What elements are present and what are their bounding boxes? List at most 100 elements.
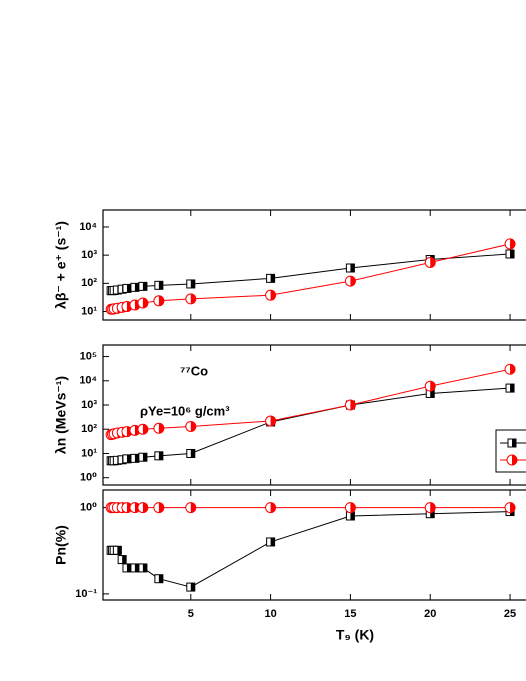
- data-point: [185, 293, 197, 305]
- marker-fill: [430, 257, 436, 268]
- plot-frame: [102, 489, 526, 601]
- marker-fill: [134, 563, 139, 572]
- data-point: [137, 297, 149, 309]
- marker-fill: [270, 274, 275, 283]
- data-point: [138, 281, 148, 291]
- data-point: [424, 256, 436, 268]
- x-tick-label: 20: [424, 608, 436, 620]
- marker-fill: [270, 415, 276, 426]
- data-point: [117, 555, 127, 565]
- x-axis-label: T₉ (K): [336, 627, 374, 643]
- data-point: [345, 511, 355, 521]
- data-point: [130, 563, 140, 573]
- data-point: [185, 420, 197, 432]
- marker-fill: [190, 583, 195, 592]
- x-tick-label: 5: [188, 608, 194, 620]
- marker-fill: [430, 389, 435, 398]
- data-point: [185, 502, 197, 514]
- y-tick-label: 10⁵: [80, 350, 97, 362]
- data-point: [424, 502, 436, 514]
- marker-fill: [142, 282, 147, 291]
- data-point: [154, 451, 164, 461]
- y-tick-label: 10⁻¹: [75, 588, 97, 600]
- y-tick-label: 10¹: [81, 305, 97, 317]
- y-tick-label: 10⁴: [79, 221, 97, 233]
- marker-fill: [510, 238, 516, 249]
- data-point: [505, 383, 515, 393]
- marker-fill: [142, 424, 148, 435]
- data-point: [344, 399, 356, 411]
- data-point: [153, 502, 165, 514]
- marker-fill: [510, 502, 516, 513]
- y-tick-label: 10⁰: [80, 472, 97, 484]
- data-point: [130, 282, 140, 292]
- data-point: [122, 283, 132, 293]
- marker-fill: [142, 563, 147, 572]
- marker-fill: [430, 509, 435, 518]
- data-point: [265, 289, 277, 301]
- marker-fill: [430, 502, 436, 513]
- x-tick-label: 10: [264, 608, 276, 620]
- marker-fill: [126, 454, 131, 463]
- marker-fill: [142, 298, 148, 309]
- marker-fill: [126, 563, 131, 572]
- marker-fill: [158, 423, 164, 434]
- data-point: [504, 363, 516, 375]
- marker-fill: [158, 451, 163, 460]
- marker-fill: [350, 263, 355, 272]
- data-point: [137, 502, 149, 514]
- data-point: [344, 275, 356, 287]
- data-point: [122, 563, 132, 573]
- data-point: [154, 280, 164, 290]
- data-point: [121, 301, 133, 313]
- marker-fill: [350, 400, 356, 411]
- data-point: [186, 448, 196, 458]
- marker-fill: [350, 511, 355, 520]
- annotation: ⁷⁷Co: [180, 363, 208, 378]
- data-point: [138, 452, 148, 462]
- marker-fill: [122, 555, 127, 564]
- marker-fill: [126, 284, 131, 293]
- data-point: [122, 454, 132, 464]
- plot-frame: [102, 209, 526, 321]
- data-point: [138, 563, 148, 573]
- marker-fill: [158, 502, 164, 513]
- data-point: [130, 453, 140, 463]
- marker-fill: [350, 502, 356, 513]
- y-tick-label: 10³: [81, 249, 97, 261]
- panel: 10¹ 10² 10³ 10⁴ λβ⁻ + e⁺ (s⁻¹): [53, 209, 526, 321]
- legend-marker: [512, 439, 516, 447]
- marker-fill: [134, 283, 139, 292]
- x-tick-label: 15: [344, 608, 356, 620]
- series-line: [111, 253, 511, 292]
- data-point: [265, 415, 277, 427]
- series-line: [111, 387, 511, 462]
- marker-fill: [190, 279, 195, 288]
- marker-fill: [190, 502, 196, 513]
- data-point: [344, 502, 356, 514]
- y-tick-label: 10⁰: [80, 502, 97, 514]
- series-line: [111, 511, 511, 588]
- marker-fill: [190, 421, 196, 432]
- annotation: ρYe=10⁶ g/cm³: [140, 403, 230, 418]
- marker-fill: [142, 453, 147, 462]
- marker-fill: [190, 449, 195, 458]
- data-point: [505, 249, 515, 259]
- data-point: [186, 279, 196, 289]
- marker-fill: [117, 546, 122, 555]
- marker-fill: [510, 364, 516, 375]
- plot-frame: [102, 344, 526, 486]
- panel: 10⁰ 10¹ 10² 10³ 10⁴ 10⁵ λn (MeVs⁻¹) ⁷⁷Co ρYe=10⁶…: [53, 344, 526, 486]
- data-point: [186, 582, 196, 592]
- data-point: [153, 422, 165, 434]
- data-point: [137, 423, 149, 435]
- y-tick-label: 10⁴: [79, 375, 97, 387]
- marker-fill: [350, 276, 356, 287]
- data-point: [265, 502, 277, 514]
- x-tick-label: 25: [504, 608, 516, 620]
- marker-fill: [430, 381, 436, 392]
- marker-fill: [270, 290, 276, 301]
- marker-fill: [510, 249, 515, 258]
- legend-marker: [512, 455, 517, 465]
